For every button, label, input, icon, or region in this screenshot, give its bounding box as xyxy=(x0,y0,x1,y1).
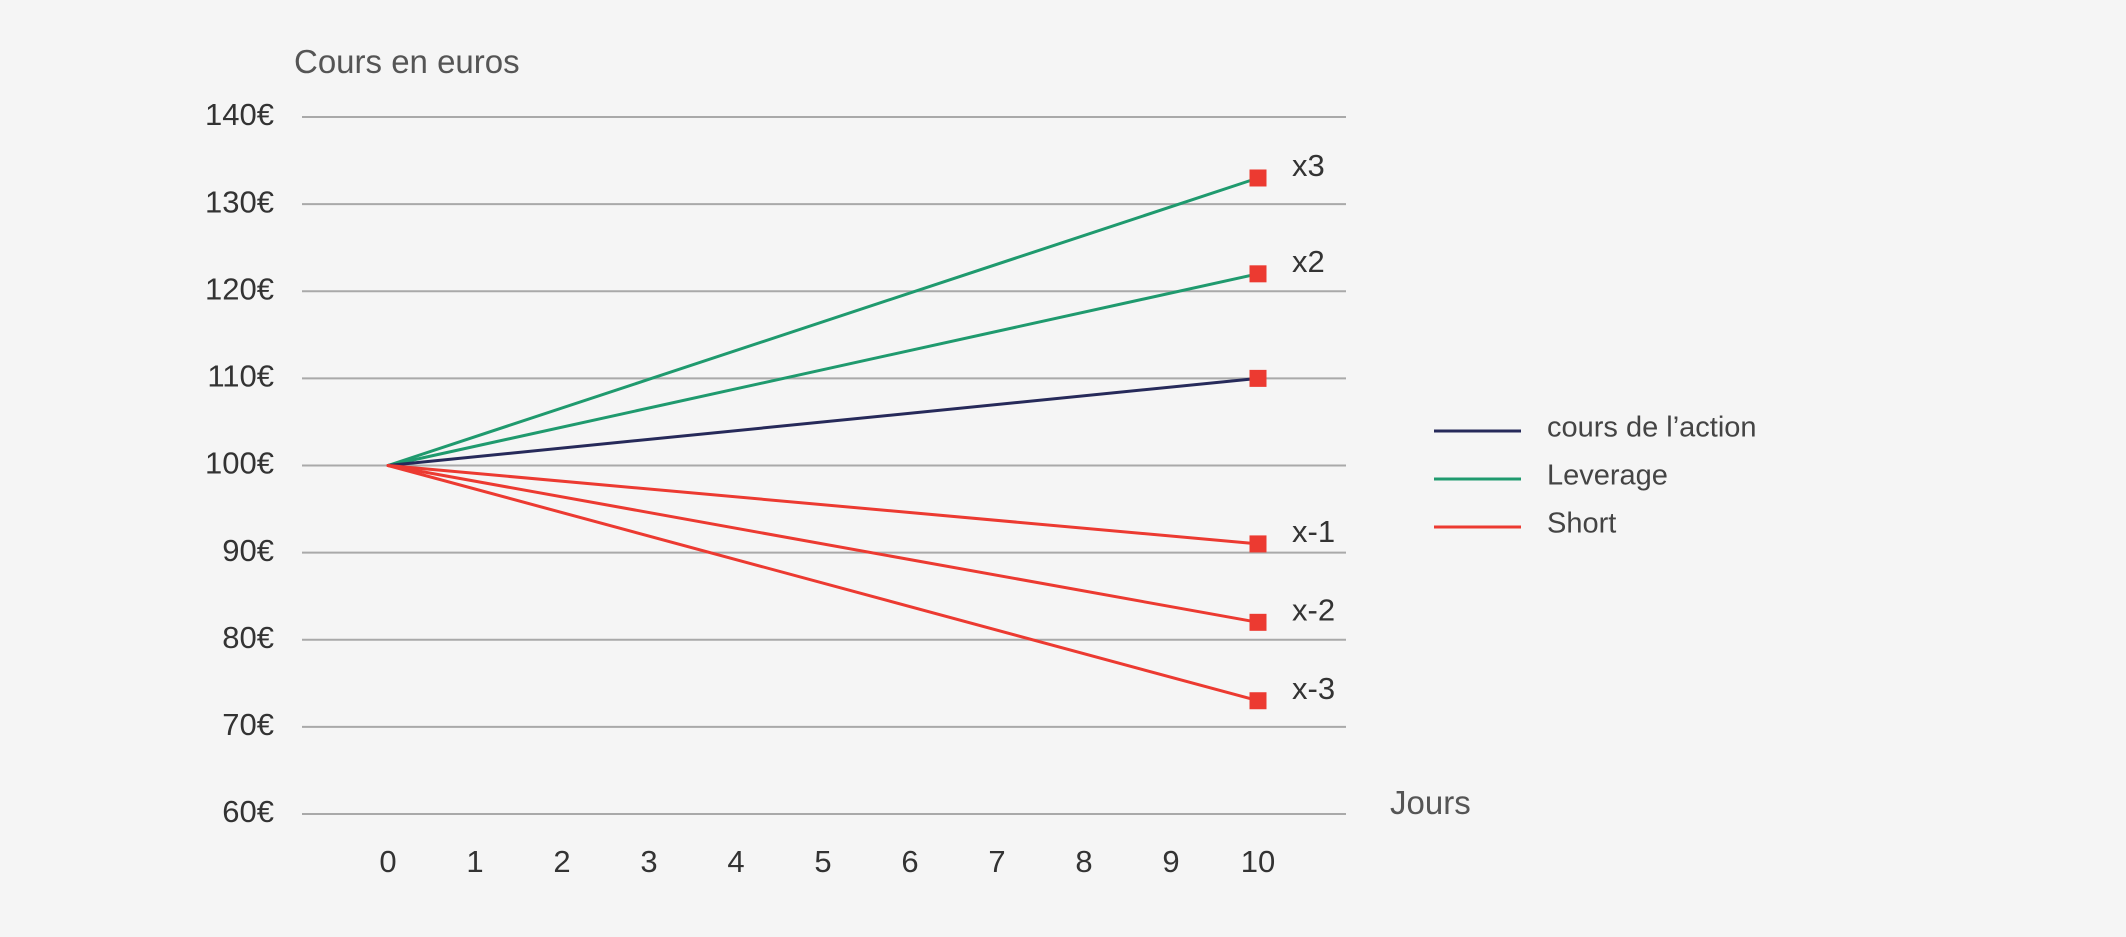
x-tick-label: 5 xyxy=(814,844,831,879)
legend-label: Short xyxy=(1547,508,1616,540)
series-end-label: x-1 xyxy=(1292,514,1335,549)
x-tick-label: 2 xyxy=(553,844,570,879)
x-tick-label: 4 xyxy=(727,844,744,879)
y-axis-ticks: 60€ 70€ 80€ 90€ 100€ 110€ 120€ 130€ 140€ xyxy=(205,97,274,829)
series-line xyxy=(386,464,1260,546)
series-line xyxy=(386,464,1260,624)
end-marker xyxy=(1249,369,1267,387)
y-tick-label: 140€ xyxy=(205,97,274,132)
series-end-label: x-3 xyxy=(1292,671,1335,706)
y-tick-label: 60€ xyxy=(222,794,274,829)
x-tick-label: 0 xyxy=(379,844,396,879)
series-line xyxy=(386,464,1260,703)
x-tick-label: 3 xyxy=(640,844,657,879)
series-end-label: x3 xyxy=(1292,148,1325,183)
gridlines xyxy=(302,116,1346,815)
legend: cours de l’action Leverage Short xyxy=(1434,412,1757,540)
series-line xyxy=(386,272,1260,467)
legend-label: Leverage xyxy=(1547,460,1668,492)
x-tick-label: 6 xyxy=(901,844,918,879)
x-axis-title: Jours xyxy=(1390,784,1471,821)
legend-label: cours de l’action xyxy=(1547,412,1757,444)
end-marker xyxy=(1249,692,1267,710)
x-tick-label: 8 xyxy=(1075,844,1092,879)
y-tick-label: 90€ xyxy=(222,533,274,568)
y-axis-title: Cours en euros xyxy=(294,43,520,80)
end-marker xyxy=(1249,535,1267,553)
x-tick-label: 10 xyxy=(1241,844,1275,879)
end-labels: x3 x2 x-1 x-2 x-3 xyxy=(1292,148,1335,706)
series-line xyxy=(386,176,1260,467)
y-tick-label: 70€ xyxy=(222,707,274,742)
series-end-label: x-2 xyxy=(1292,593,1335,628)
y-tick-label: 110€ xyxy=(207,359,274,394)
y-tick-label: 130€ xyxy=(205,184,274,219)
end-marker xyxy=(1249,169,1267,187)
x-tick-label: 7 xyxy=(988,844,1005,879)
series-end-label: x2 xyxy=(1292,244,1325,279)
y-tick-label: 80€ xyxy=(222,620,274,655)
x-tick-label: 9 xyxy=(1162,844,1179,879)
x-axis-ticks: 0 1 2 3 4 5 6 7 8 9 10 xyxy=(379,844,1275,879)
end-marker xyxy=(1249,265,1267,283)
end-marker xyxy=(1249,613,1267,631)
x-tick-label: 1 xyxy=(466,844,483,879)
end-markers xyxy=(1249,169,1267,710)
series-line xyxy=(386,376,1260,467)
series-lines xyxy=(386,176,1260,703)
y-tick-label: 120€ xyxy=(205,271,274,306)
y-tick-label: 100€ xyxy=(205,446,274,481)
